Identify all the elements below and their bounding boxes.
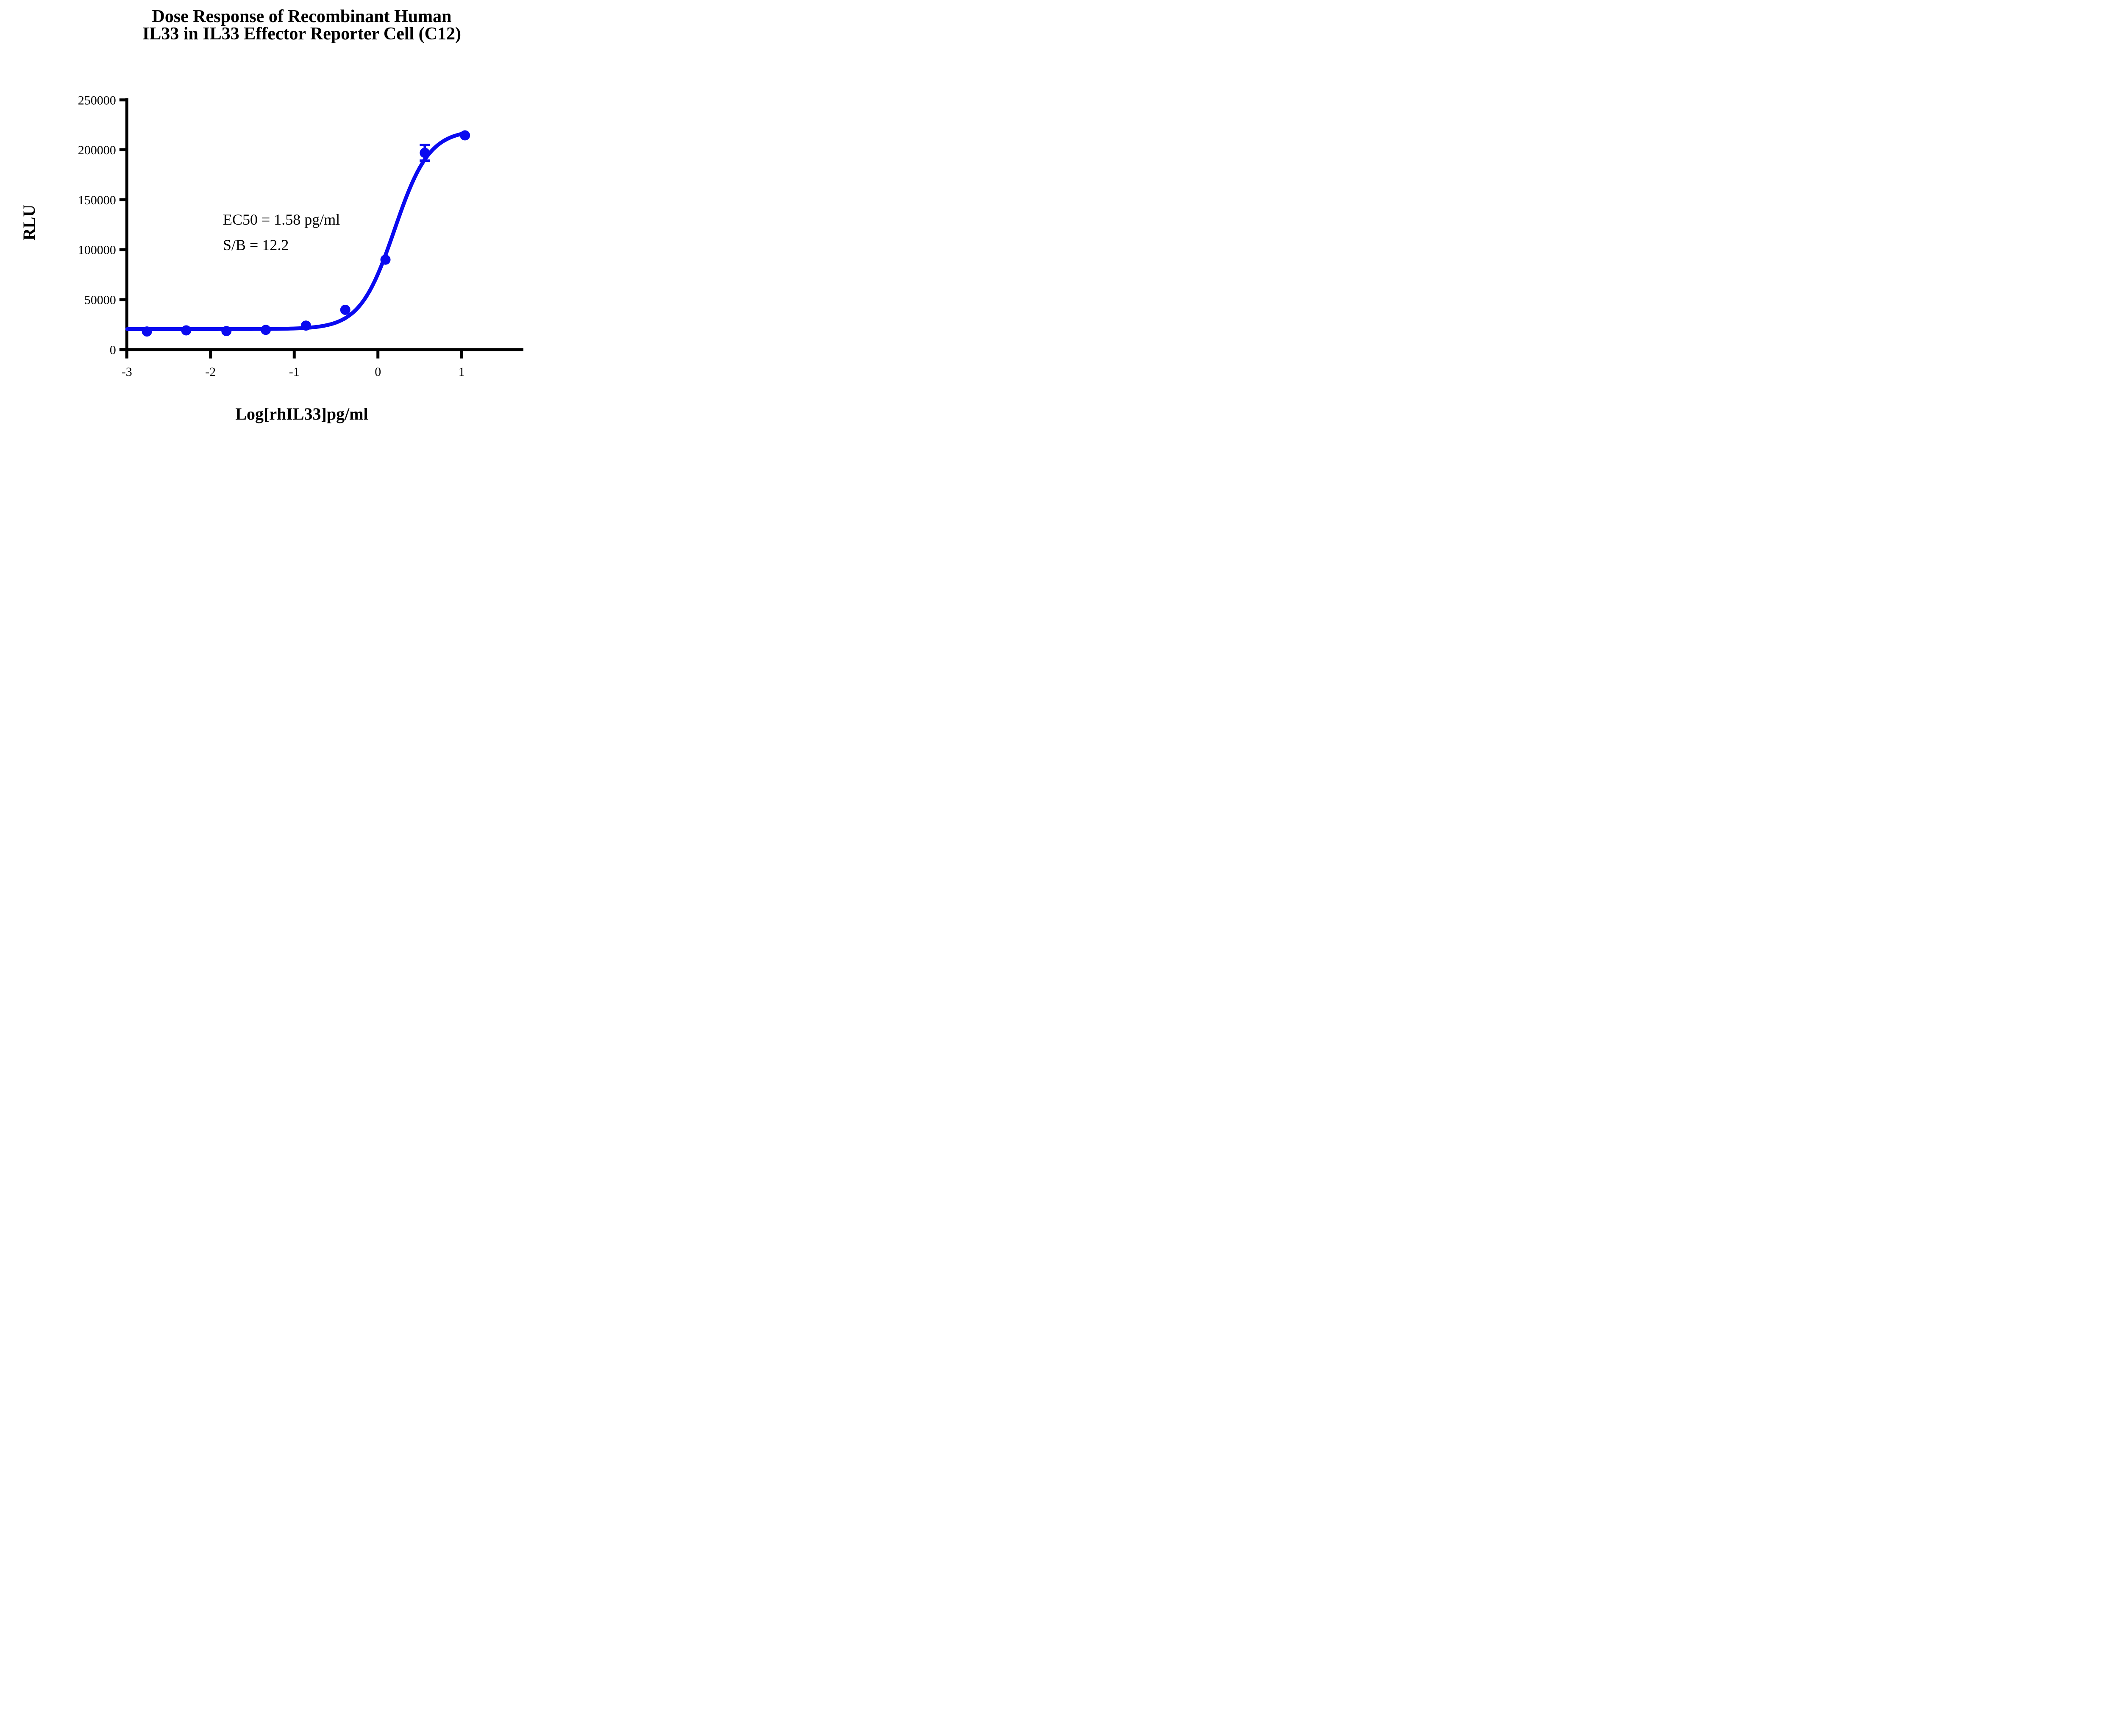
data-point [340, 304, 350, 315]
axes: 0 50000 100000 150000 200000 250000 -3 -2 -1 0 1 [78, 93, 523, 379]
data-point [460, 130, 470, 141]
y-tick-label: 50000 [84, 293, 116, 307]
x-tick-label: 0 [375, 365, 381, 379]
data-points [142, 130, 470, 337]
y-tick-label: 250000 [78, 93, 116, 107]
data-point [420, 147, 430, 158]
data-point [300, 320, 311, 331]
data-point [181, 325, 192, 336]
annotation-signal-to-background: S/B = 12.2 [223, 236, 289, 253]
dose-response-curve [125, 131, 467, 331]
data-point [380, 254, 391, 265]
y-tick-label: 150000 [78, 193, 116, 207]
chart-title-line2: IL33 in IL33 Effector Reporter Cell (C12… [142, 24, 461, 44]
annotation-ec50: EC50 = 1.58 pg/ml [223, 211, 340, 228]
chart-title-line1: Dose Response of Recombinant Human [152, 7, 451, 26]
figure-canvas: Dose Response of Recombinant Human IL33 … [0, 0, 563, 434]
data-point [221, 326, 232, 337]
x-tick-label: -2 [205, 365, 216, 379]
data-point [142, 326, 152, 337]
x-axis-title: Log[rhIL33]pg/ml [235, 404, 368, 423]
x-tick-label: 1 [459, 365, 465, 379]
y-tick-label: 200000 [78, 143, 116, 157]
y-axis-title: RLU [19, 205, 39, 240]
fit-curve [125, 131, 467, 331]
y-tick-label: 0 [110, 343, 116, 357]
y-tick-label: 100000 [78, 243, 116, 257]
x-tick-label: -3 [122, 365, 132, 379]
data-point [261, 325, 271, 335]
x-tick-label: -1 [289, 365, 300, 379]
dose-response-chart: Dose Response of Recombinant Human IL33 … [19, 7, 523, 423]
